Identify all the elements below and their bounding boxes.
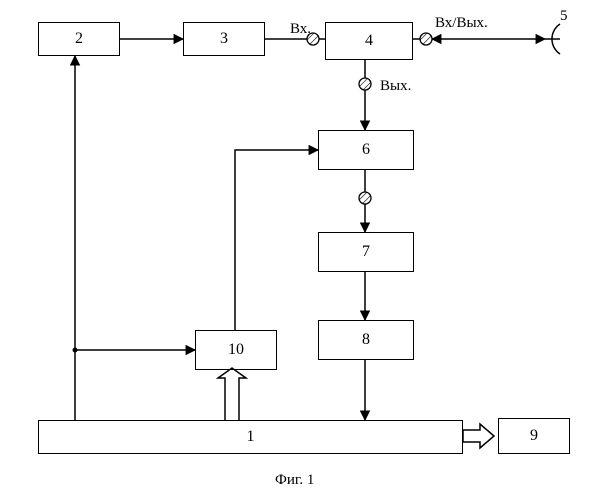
block-7: 7 xyxy=(318,232,414,272)
block-2: 2 xyxy=(38,22,120,56)
block-6-label: 6 xyxy=(362,141,370,159)
block-3: 3 xyxy=(183,22,265,56)
block-10-label: 10 xyxy=(228,341,244,359)
figure-caption: Фиг. 1 xyxy=(275,472,314,489)
label-out: Вых. xyxy=(380,78,411,95)
block-6: 6 xyxy=(318,130,414,170)
block-8-label: 8 xyxy=(362,331,370,349)
block-10: 10 xyxy=(195,330,277,370)
block-4-label: 4 xyxy=(365,32,373,50)
block-3-label: 3 xyxy=(220,30,228,48)
block-1: 1 xyxy=(38,420,463,454)
label-inout: Вх/Вых. xyxy=(435,15,488,32)
label-antenna: 5 xyxy=(560,8,568,25)
block-1-label: 1 xyxy=(247,428,255,446)
block-9-label: 9 xyxy=(530,427,538,445)
block-7-label: 7 xyxy=(362,243,370,261)
block-2-label: 2 xyxy=(75,30,83,48)
label-in: Вх. xyxy=(290,21,311,38)
block-4: 4 xyxy=(325,22,413,60)
block-9: 9 xyxy=(498,418,570,454)
block-8: 8 xyxy=(318,320,414,360)
